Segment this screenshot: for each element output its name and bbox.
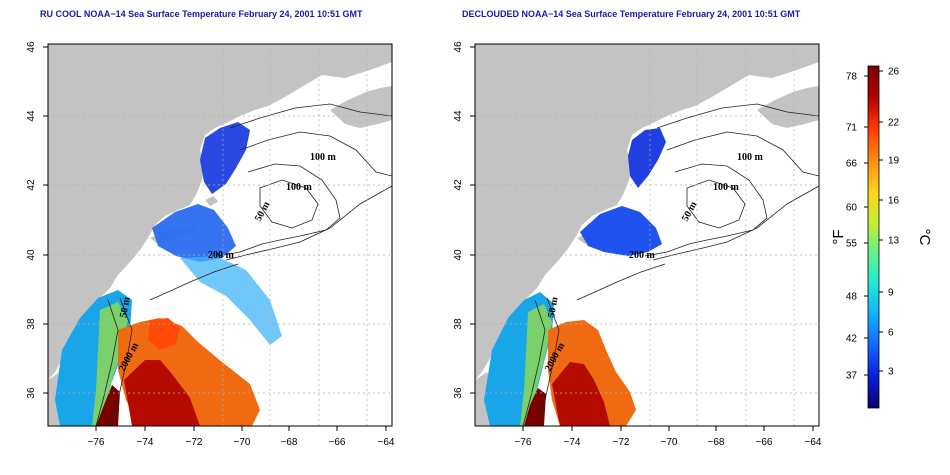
right-contour-label-100m-b: 100 m <box>713 182 740 193</box>
right-y-tick-label: 38 <box>453 318 464 330</box>
right-contour-label-200m: 200 m <box>629 250 656 261</box>
right-y-tick-label: 40 <box>453 249 464 261</box>
colorbar-f-tick-label: 42 <box>846 334 858 345</box>
colorbar-c-tick-label: 19 <box>888 156 900 167</box>
colorbar-fahrenheit-ticks: 78 71 66 60 55 48 42 37 <box>846 72 868 382</box>
colorbar-gradient <box>867 65 880 409</box>
colorbar-unit-celsius: °C <box>916 229 933 246</box>
right-sst-gulf-stream-red <box>552 362 610 426</box>
right-sst-gulf-stream-dark <box>524 388 546 426</box>
colorbar-f-tick-label: 71 <box>846 123 858 134</box>
colorbar-c-tick-label: 13 <box>888 236 900 247</box>
colorbar: 78 71 66 60 55 48 42 37 26 22 19 16 13 9 6 3 °F °C <box>830 65 933 409</box>
left-contour-label-100m-b: 100 m <box>286 182 313 193</box>
colorbar-c-tick-label: 16 <box>888 196 900 207</box>
right-contour-label-100m-a: 100 m <box>737 152 764 163</box>
colorbar-c-tick-label: 9 <box>888 288 894 299</box>
left-x-tick-label: −76 <box>88 437 105 448</box>
right-x-tick-label: −74 <box>564 437 581 448</box>
left-contour-label-50m-b: 50 m <box>118 295 133 318</box>
left-map-content: 100 m 100 m 50 m 200 m 50 m 2000 m <box>48 44 392 426</box>
right-x-tick-label: −76 <box>515 437 532 448</box>
colorbar-c-tick-label: 26 <box>888 67 900 78</box>
left-cape-breton <box>330 86 392 128</box>
left-map-frame <box>47 43 393 427</box>
left-sst-new-england-shelf <box>152 204 236 262</box>
left-sst-gulf-stream-red <box>124 360 200 426</box>
colorbar-f-tick-label: 48 <box>846 292 858 303</box>
right-x-tick-label: −68 <box>708 437 725 448</box>
right-map-content: 100 m 100 m 50 m 200 m 50 m 2000 m <box>475 44 819 426</box>
right-sst-gulf-of-maine <box>628 128 666 188</box>
left-x-axis: −76 −74 −72 −70 −68 −66 −64 <box>88 426 395 448</box>
left-y-tick-label: 40 <box>26 249 37 261</box>
colorbar-c-tick-label: 6 <box>888 328 894 339</box>
left-x-tick-label: −74 <box>137 437 154 448</box>
left-y-axis: 46 44 42 40 38 36 <box>26 41 48 399</box>
left-x-tick-label: −72 <box>186 437 203 448</box>
right-panel-title: DECLOUDED NOAA−14 Sea Surface Temperatur… <box>462 9 801 19</box>
right-land <box>475 44 819 380</box>
colorbar-c-tick-label: 22 <box>888 118 900 129</box>
right-x-tick-label: −72 <box>613 437 630 448</box>
left-sst-gulf-of-maine <box>200 122 250 194</box>
colorbar-unit-fahrenheit: °F <box>830 229 847 244</box>
right-cape-breton <box>757 86 819 128</box>
right-y-axis: 46 44 42 40 38 36 <box>453 41 475 399</box>
left-map-panel: 100 m 100 m 50 m 200 m 50 m 2000 m −76 −7… <box>26 41 395 448</box>
left-x-tick-label: −70 <box>234 437 251 448</box>
right-map-frame <box>474 43 820 427</box>
left-y-tick-label: 36 <box>26 387 37 399</box>
colorbar-celsius-ticks: 26 22 19 16 13 9 6 3 <box>879 67 900 378</box>
left-graticule <box>48 44 392 426</box>
left-x-tick-label: −68 <box>281 437 298 448</box>
right-x-axis: −76 −74 −72 −70 −68 −66 −64 <box>515 426 822 448</box>
right-y-tick-label: 46 <box>453 41 464 53</box>
right-x-tick-label: −66 <box>756 437 773 448</box>
right-y-tick-label: 44 <box>453 110 464 122</box>
right-y-tick-label: 42 <box>453 179 464 191</box>
colorbar-f-tick-label: 55 <box>846 239 858 250</box>
left-y-tick-label: 42 <box>26 179 37 191</box>
left-sst-warm-core-ring <box>148 318 180 350</box>
left-contour-label-100m-a: 100 m <box>310 152 337 163</box>
left-contour-label-200m: 200 m <box>208 250 235 261</box>
left-y-tick-label: 44 <box>26 110 37 122</box>
right-x-tick-label: −70 <box>661 437 678 448</box>
right-map-panel: 100 m 100 m 50 m 200 m 50 m 2000 m −76 −7… <box>453 41 822 448</box>
left-cape-cod <box>205 196 218 206</box>
right-graticule <box>475 44 819 426</box>
right-x-tick-label: −64 <box>805 437 822 448</box>
right-bathymetry-contours <box>522 103 819 426</box>
colorbar-f-tick-label: 66 <box>846 159 858 170</box>
left-bathymetry-contours <box>95 103 392 426</box>
colorbar-f-tick-label: 37 <box>846 371 858 382</box>
left-sst-gulf-stream-dark <box>96 385 120 426</box>
left-x-tick-label: −66 <box>329 437 346 448</box>
colorbar-f-tick-label: 78 <box>846 72 858 83</box>
left-land <box>48 44 392 380</box>
colorbar-c-tick-label: 3 <box>888 367 894 378</box>
left-panel-title: RU COOL NOAA−14 Sea Surface Temperature … <box>40 9 363 19</box>
left-y-tick-label: 46 <box>26 41 37 53</box>
left-sst-slope-cyan <box>180 256 282 345</box>
right-contour-label-50m-b: 50 m <box>546 295 561 318</box>
left-x-tick-label: −64 <box>378 437 395 448</box>
right-sst-new-england-shelf <box>580 206 662 256</box>
colorbar-f-tick-label: 60 <box>846 203 858 214</box>
right-y-tick-label: 36 <box>453 387 464 399</box>
left-y-tick-label: 38 <box>26 318 37 330</box>
